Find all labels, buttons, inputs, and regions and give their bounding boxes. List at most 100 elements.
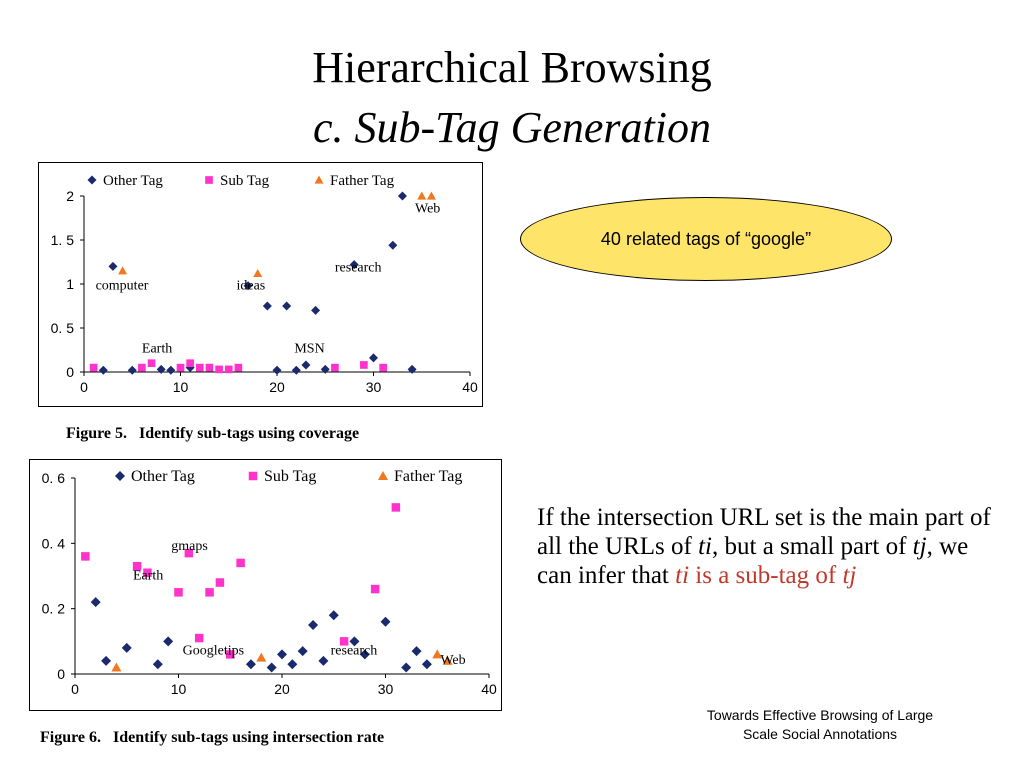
fig6-point-sub-tag [205, 588, 214, 597]
fig6-point-sub-tag [184, 548, 194, 558]
fig5-y-tick-label: 1 [66, 276, 74, 292]
fig6-point-other-tag [287, 659, 298, 670]
fig5-y-tick-label: 2 [66, 188, 74, 204]
fig5-point-father-tag [426, 191, 436, 200]
fig6-point-other-tag [152, 659, 163, 670]
fig5-point-other-tag [311, 305, 321, 315]
fig6-annotation: research [331, 643, 378, 658]
fig6-point-father-tag [111, 662, 122, 672]
fig6-point-father-tag [442, 655, 453, 665]
fig6-point-sub-tag [391, 503, 401, 512]
fig5-legend-marker [314, 175, 324, 184]
fig6-point-other-tag [163, 636, 174, 647]
fig5-y-tick-label: 0 [66, 364, 74, 380]
footer-line-1: Towards Effective Browsing of Large [706, 707, 934, 723]
figure-6-caption: Figure 6. Identify sub-tags using inters… [40, 729, 385, 746]
fig6-point-sub-tag [226, 650, 235, 659]
fig5-point-other-tag [98, 365, 108, 375]
fig6-point-other-tag [121, 642, 132, 653]
fig5-point-other-tag [262, 301, 272, 311]
fig6-x-tick-label: 20 [274, 681, 290, 697]
fig5-legend-marker [87, 175, 97, 185]
fig6-point-other-tag [266, 662, 277, 673]
fig5-x-tick-label: 0 [80, 379, 88, 395]
chart-intersection-rate-svg: 0 0. 2 0. 4 0. 6 0 10 20 30 40 gmaps Earth Googleti… [42, 468, 497, 697]
fig6-point-other-tag [401, 662, 412, 673]
fig6-point-other-tag [421, 659, 432, 670]
chart-coverage: 0 0. 5 1 1. 5 2 0 10 20 30 40 computer ideas researc… [38, 162, 483, 407]
fig6-y-tick-label: 0 [57, 666, 65, 682]
fig6-annotation: Earth [133, 568, 163, 583]
fig5-point-other-tag [108, 261, 118, 271]
page-title: Hierarchical Browsing [312, 43, 712, 92]
fig5-x-tick-label: 20 [269, 379, 285, 395]
paragraph-part-2: , but a small part of [712, 533, 913, 560]
explanation-paragraph: If the intersection URL set is the main … [537, 503, 997, 590]
fig5-point-other-tag [349, 260, 359, 270]
fig6-point-sub-tag [236, 558, 245, 568]
fig6-point-other-tag [277, 649, 287, 660]
fig5-point-sub-tag [224, 365, 233, 374]
fig5-point-other-tag [397, 191, 407, 201]
fig5-point-other-tag [301, 360, 311, 370]
fig6-point-other-tag [318, 655, 329, 666]
fig5-point-sub-tag [331, 363, 339, 372]
fig5-point-sub-tag [138, 363, 146, 372]
fig6-x-tick-label: 10 [171, 681, 187, 697]
fig6-point-other-tag [297, 646, 308, 657]
fig5-point-other-tag [388, 240, 398, 250]
fig5-point-sub-tag [205, 363, 214, 372]
fig5-legend-marker [205, 176, 213, 184]
fig5-point-other-tag [272, 365, 282, 375]
fig6-point-sub-tag [81, 552, 90, 561]
fig5-point-other-tag [407, 364, 417, 374]
fig6-point-sub-tag [174, 588, 183, 597]
fig5-annotation: MSN [294, 342, 324, 357]
fig6-point-other-tag [101, 655, 112, 666]
fig5-point-other-tag [282, 301, 292, 311]
fig5-annotation: ideas [236, 278, 265, 293]
footer-credit: Towards Effective Browsing of Large Scal… [660, 706, 980, 744]
fig6-legend-marker [378, 471, 388, 480]
fig6-legend-marker [115, 471, 125, 481]
fig5-point-other-tag [320, 364, 330, 374]
chart-intersection-rate: 0 0. 2 0. 4 0. 6 0 10 20 30 40 gmaps Earth Googleti… [29, 459, 502, 711]
fig6-point-father-tag [256, 652, 267, 662]
fig6-annotation: gmaps [171, 539, 208, 554]
fig5-point-sub-tag [379, 363, 387, 372]
fig6-legend-label: Other Tag [131, 468, 195, 485]
fig5-annotation: research [335, 261, 382, 276]
fig6-legend-marker [248, 471, 258, 481]
fig5-point-other-tag [127, 365, 137, 375]
fig6-point-sub-tag [194, 633, 204, 643]
fig5-point-sub-tag [89, 363, 98, 372]
paragraph-part-3: , we can infer that [537, 533, 969, 589]
fig5-annotation: Earth [142, 342, 172, 357]
fig6-annotation: Googletips [183, 643, 244, 658]
fig5-y-tick-label: 1. 5 [51, 232, 75, 248]
fig6-x-tick-label: 40 [481, 681, 497, 697]
fig6-point-other-tag [359, 649, 370, 660]
fig6-point-sub-tag [132, 561, 142, 571]
fig5-point-father-tag [253, 268, 263, 278]
fig6-point-sub-tag [215, 578, 225, 587]
fig5-point-sub-tag [176, 363, 185, 372]
fig5-point-other-tag [291, 365, 301, 375]
fig6-point-other-tag [90, 597, 101, 608]
fig6-y-tick-label: 0. 2 [42, 601, 66, 617]
fig5-point-father-tag [417, 191, 427, 200]
fig6-point-other-tag [349, 636, 360, 647]
fig6-y-tick-label: 0. 4 [42, 535, 66, 551]
fig6-point-sub-tag [370, 584, 380, 594]
fig6-point-other-tag [328, 610, 339, 621]
fig5-point-father-tag [118, 266, 128, 275]
fig5-legend-label: Father Tag [330, 173, 395, 189]
fig6-legend-label: Father Tag [394, 468, 462, 485]
fig5-legend-label: Sub Tag [220, 173, 270, 189]
fig5-legend-label: Other Tag [103, 173, 163, 189]
fig6-point-other-tag [380, 616, 391, 627]
footer-line-2: Scale Social Annotations [742, 726, 898, 742]
fig5-y-tick-label: 0. 5 [51, 320, 75, 336]
fig6-y-tick-label: 0. 6 [42, 470, 66, 486]
